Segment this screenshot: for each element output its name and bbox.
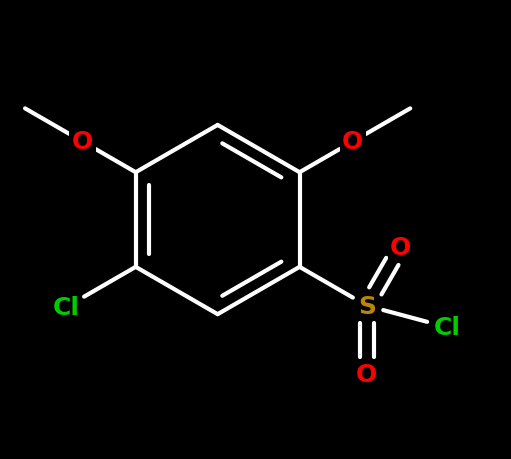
Text: Cl: Cl bbox=[53, 296, 80, 319]
Text: O: O bbox=[356, 362, 378, 386]
Text: O: O bbox=[342, 130, 363, 154]
Text: O: O bbox=[390, 235, 411, 259]
Text: Cl: Cl bbox=[434, 315, 461, 340]
Text: O: O bbox=[72, 130, 93, 154]
Text: S: S bbox=[358, 294, 376, 318]
